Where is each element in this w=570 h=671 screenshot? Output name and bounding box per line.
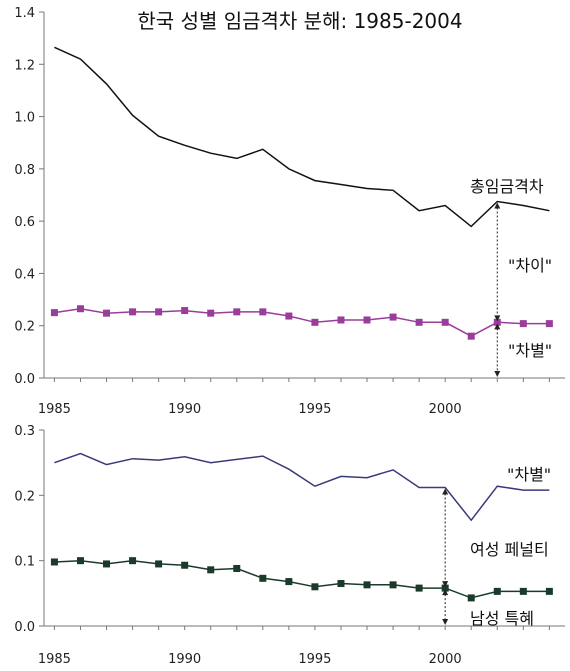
data-point	[207, 309, 215, 317]
arrow-head-down	[494, 371, 501, 377]
arrow-head-up	[494, 323, 501, 330]
y-tick-label: 0.0	[14, 620, 35, 635]
arrow-head-down	[442, 619, 449, 625]
data-point	[103, 309, 111, 317]
data-point	[259, 308, 267, 316]
data-point	[363, 581, 371, 589]
y-tick-label: 0.2	[14, 489, 35, 504]
x-tick-label: 1985	[38, 652, 71, 667]
arrow-head-down	[442, 581, 449, 588]
y-tick-label: 0.8	[14, 163, 35, 178]
data-point	[285, 312, 293, 320]
arrow-head-up	[442, 589, 449, 596]
data-point	[50, 558, 58, 566]
annotation-label: "차이"	[508, 256, 552, 275]
data-point	[311, 583, 319, 591]
data-point	[76, 557, 84, 565]
data-point	[129, 557, 137, 565]
data-point	[363, 316, 371, 324]
data-point	[519, 587, 527, 595]
arrow-head-up	[494, 202, 501, 209]
panel-2: 0.0 0.1 0.2 0.3 1985 1990 1995 2000 "차별" 여성 페널티남성…	[14, 424, 565, 667]
annotation-label: "차별"	[508, 341, 552, 360]
data-point	[103, 560, 111, 568]
data-point	[181, 307, 189, 315]
annotation-label: "차별"	[507, 465, 551, 484]
data-point	[441, 318, 449, 326]
annotation-label: 총임금격차	[470, 177, 544, 196]
chart-title: 한국 성별 임금격차 분해: 1985-2004	[137, 9, 462, 33]
arrow-head-up	[442, 488, 449, 495]
data-point	[233, 565, 241, 573]
data-point	[389, 581, 397, 589]
x-tick-label: 1985	[38, 402, 71, 417]
y-tick-label: 0.4	[14, 267, 35, 282]
data-point	[129, 308, 137, 316]
data-point	[233, 308, 241, 316]
series-line-2	[54, 307, 550, 338]
data-point	[415, 584, 423, 592]
y-tick-label: 1.4	[14, 6, 35, 21]
data-point	[467, 594, 475, 602]
x-tick-label: 1995	[298, 402, 331, 417]
y-tick-label: 0.1	[14, 555, 35, 570]
data-point	[155, 308, 163, 316]
data-point	[259, 574, 267, 582]
data-point	[50, 309, 58, 317]
series-line-1	[54, 452, 550, 522]
data-point	[545, 320, 553, 328]
data-point	[545, 587, 553, 595]
data-point	[285, 578, 293, 586]
data-point	[467, 332, 475, 340]
x-tick-label: 2000	[429, 652, 462, 667]
data-point	[337, 580, 345, 588]
series-line-1	[54, 46, 550, 228]
x-tick-label: 1990	[168, 402, 201, 417]
y-tick-label: 0.0	[14, 372, 35, 387]
x-tick-label: 1995	[298, 652, 331, 667]
data-point	[493, 318, 501, 326]
data-point	[389, 313, 397, 321]
y-tick-label: 0.2	[14, 320, 35, 335]
annotation-label: 여성 페널티	[470, 540, 549, 559]
data-point	[76, 305, 84, 313]
y-tick-label: 1.0	[14, 111, 35, 126]
arrow-head-down	[494, 315, 501, 322]
series-line-2	[54, 559, 550, 599]
y-tick-label: 1.2	[14, 58, 35, 73]
x-tick-label: 2000	[429, 402, 462, 417]
data-point	[311, 318, 319, 326]
annotation-label: 남성 특혜	[470, 609, 534, 628]
y-tick-label: 0.6	[14, 215, 35, 230]
data-point	[207, 566, 215, 574]
panel-1: 0.0 0.2 0.4 0.6 0.8 1.0 1.2 1.4 1985 1990 1995 2000…	[14, 6, 565, 417]
data-point	[493, 587, 501, 595]
data-point	[441, 584, 449, 592]
data-point	[415, 318, 423, 326]
data-point	[155, 560, 163, 568]
data-point	[337, 316, 345, 324]
y-tick-label: 0.3	[14, 424, 35, 439]
data-point	[181, 561, 189, 569]
data-point	[519, 320, 527, 328]
x-tick-label: 1990	[168, 652, 201, 667]
